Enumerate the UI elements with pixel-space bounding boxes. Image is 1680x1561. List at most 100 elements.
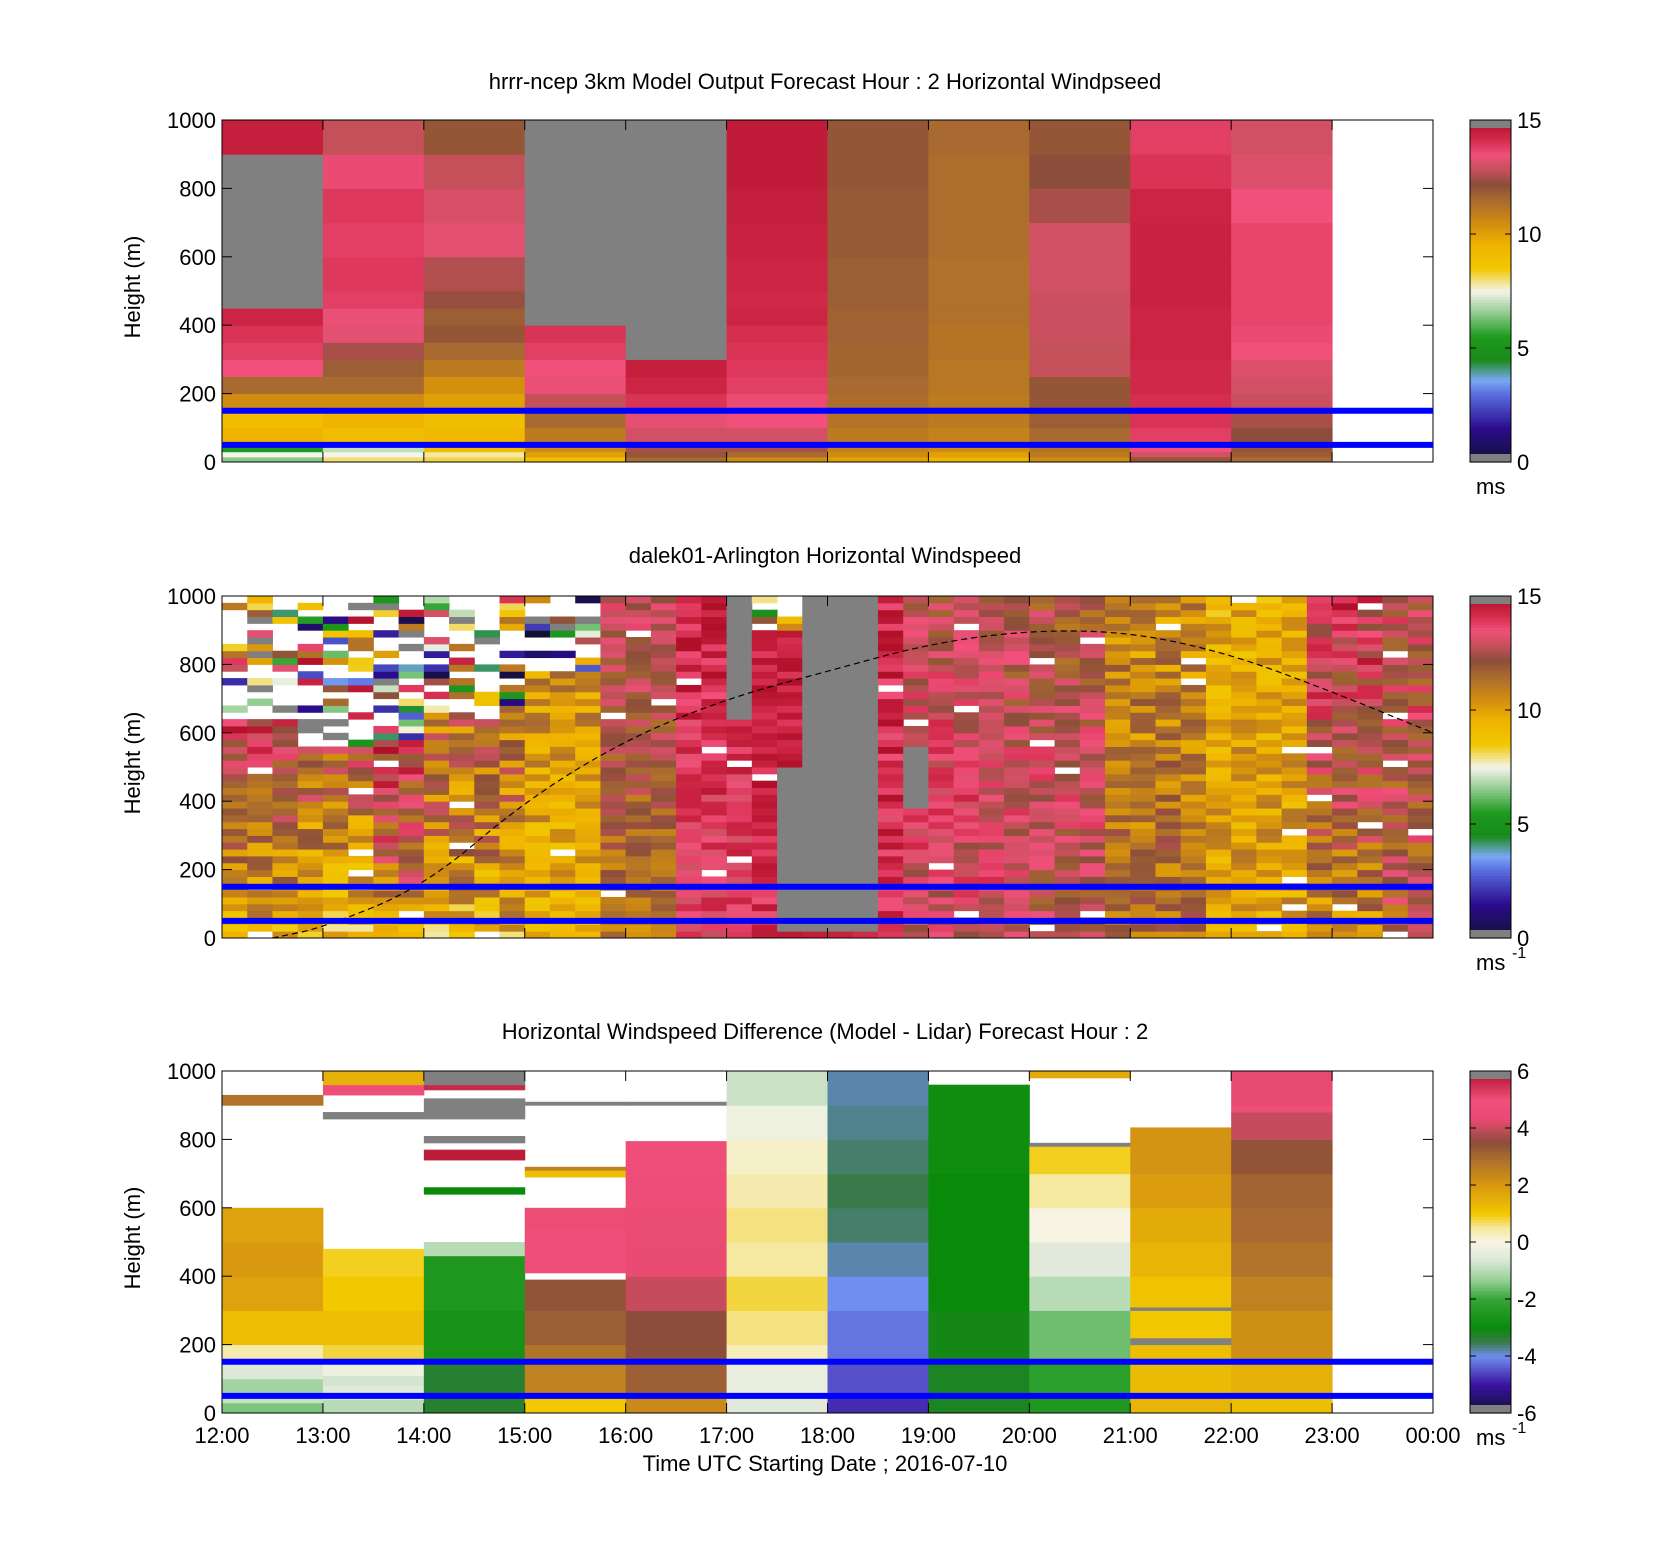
colorbar-cell [1470,1310,1511,1314]
colorbar-cell [1470,1125,1511,1129]
heatmap-cell [1105,602,1131,611]
heatmap-cell [1130,712,1156,720]
heatmap-cell [1004,753,1030,761]
heatmap-cell [1306,596,1333,604]
x-tick-label: 17:00 [699,1423,754,1448]
heatmap-cell [524,835,551,843]
heatmap-cell [1105,862,1131,871]
heatmap-cell [398,890,425,898]
heatmap-cell [1004,869,1030,877]
heatmap-cell [625,739,652,747]
heatmap-cell [751,684,778,693]
heatmap-cell [1382,849,1409,857]
heatmap-cell [474,767,501,775]
heatmap-cell [852,596,879,604]
heatmap-cell [978,849,1005,857]
heatmap-cell [751,835,778,843]
heatmap-cell [348,808,374,816]
heatmap-cell [1231,910,1257,918]
heatmap-cell [726,602,753,611]
heatmap-cell [1079,609,1106,618]
heatmap-cell [1130,444,1232,453]
heatmap-cell [297,719,324,727]
heatmap-cell [928,890,955,898]
heatmap-cell [348,842,374,850]
heatmap-cell [1306,739,1333,747]
heatmap-cell [1407,903,1434,912]
heatmap-cell [1281,814,1308,823]
colorbar-cell [1470,672,1511,677]
heatmap-cell [449,767,475,775]
heatmap-cell [1054,801,1081,809]
heatmap-cell [1357,814,1384,823]
heatmap-cell [575,705,601,713]
heatmap-cell [322,308,425,326]
colorbar-cell [1470,775,1511,779]
heatmap-cell [726,1207,828,1243]
heatmap-cell [676,835,702,843]
panel-model-ylabel: Height (m) [120,236,145,339]
heatmap-cell [1180,746,1207,754]
heatmap-cell [1281,643,1308,652]
heatmap-cell [524,828,551,836]
heatmap-cell [827,393,929,412]
heatmap-cell [701,664,728,672]
heatmap-cell [751,596,778,604]
colorbar-cell [1470,809,1511,814]
heatmap-cell [751,650,778,659]
heatmap-cell [1231,794,1257,802]
heatmap-cell [1382,876,1409,884]
colorbar-cell [1470,427,1511,432]
colorbar-cell [1470,131,1511,135]
heatmap-cell [1205,698,1232,706]
heatmap-cell [1029,842,1056,850]
colorbar-cell [1470,1293,1511,1297]
heatmap-cell [1281,760,1308,768]
heatmap-cell [1306,780,1333,789]
colorbar-cell [1470,208,1511,212]
heatmap-cell [272,664,299,672]
heatmap-cell [1130,684,1156,693]
heatmap-cell [1407,637,1434,645]
heatmap-cell [1231,1139,1333,1175]
heatmap-cell [701,931,728,939]
heatmap-cell [1332,876,1358,884]
colorbar-cell [1470,399,1511,403]
heatmap-cell [1029,602,1056,611]
colorbar-cell [1470,1370,1511,1374]
heatmap-cell [1054,828,1081,836]
heatmap-cell [549,678,576,686]
heatmap-cell [1054,616,1081,624]
heatmap-cell [978,869,1005,877]
heatmap-cell [1130,376,1232,395]
heatmap-cell [1231,760,1257,768]
heatmap-cell [1205,787,1232,795]
heatmap-cell [625,1242,728,1277]
heatmap-cell [1231,376,1333,395]
heatmap-cell [1180,855,1207,864]
heatmap-cell [247,678,273,686]
heatmap-cell [701,602,728,611]
heatmap-cell [322,732,349,741]
heatmap-cell [1357,773,1384,782]
heatmap-cell [449,814,475,823]
heatmap-cell [701,801,728,809]
heatmap-cell [777,643,803,652]
heatmap-cell [423,1187,526,1195]
heatmap-cell [1029,1146,1131,1175]
colorbar-cell [1470,1093,1511,1098]
colorbar-cell [1470,1099,1511,1103]
heatmap-cell [1004,924,1030,932]
heatmap-cell [751,609,778,618]
heatmap-cell [1256,760,1283,768]
x-tick-label: 22:00 [1204,1423,1259,1448]
heatmap-cell [978,630,1005,638]
heatmap-cell [1357,630,1384,638]
heatmap-cell [1407,862,1434,871]
heatmap-cell [322,719,349,727]
colorbar-cell [1470,918,1511,922]
heatmap-cell [852,910,879,918]
heatmap-cell [1029,1310,1131,1363]
heatmap-cell [322,393,425,412]
heatmap-cell [701,678,728,686]
